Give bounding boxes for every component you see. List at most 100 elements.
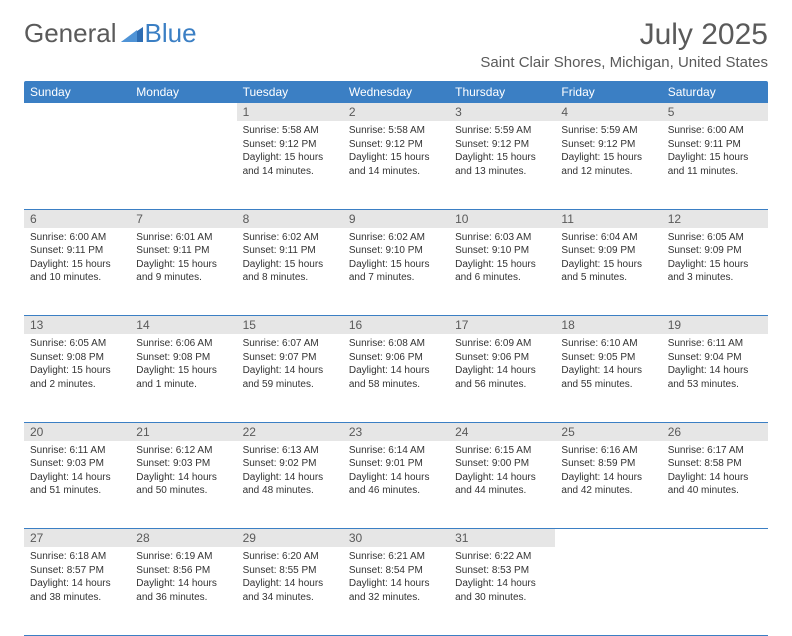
day-cell bbox=[24, 121, 130, 130]
week-body-row: Sunrise: 5:58 AMSunset: 9:12 PMDaylight:… bbox=[24, 121, 768, 209]
daylight-text: Daylight: 14 hours and 44 minutes. bbox=[455, 471, 549, 498]
calendar-head: SundayMondayTuesdayWednesdayThursdayFrid… bbox=[24, 81, 768, 103]
daylight-text: Daylight: 14 hours and 36 minutes. bbox=[136, 577, 230, 604]
day-cell: Sunrise: 6:12 AMSunset: 9:03 PMDaylight:… bbox=[130, 441, 236, 504]
sunrise-text: Sunrise: 6:08 AM bbox=[349, 337, 443, 351]
sunset-text: Sunset: 9:06 PM bbox=[349, 351, 443, 365]
day-header: Saturday bbox=[662, 81, 768, 103]
daylight-text: Daylight: 15 hours and 12 minutes. bbox=[561, 151, 655, 178]
day-cell: Sunrise: 6:14 AMSunset: 9:01 PMDaylight:… bbox=[343, 441, 449, 504]
day-number: 18 bbox=[555, 316, 661, 334]
day-cell: Sunrise: 6:22 AMSunset: 8:53 PMDaylight:… bbox=[449, 547, 555, 610]
day-cell: Sunrise: 5:58 AMSunset: 9:12 PMDaylight:… bbox=[237, 121, 343, 184]
logo-text-1: General bbox=[24, 18, 117, 49]
header: General Blue July 2025 Saint Clair Shore… bbox=[24, 18, 768, 77]
sunset-text: Sunset: 9:12 PM bbox=[561, 138, 655, 152]
sunset-text: Sunset: 9:02 PM bbox=[243, 457, 337, 471]
day-number: 16 bbox=[343, 316, 449, 334]
day-number: 2 bbox=[343, 103, 449, 121]
day-number: 6 bbox=[24, 210, 130, 228]
day-number: 4 bbox=[555, 103, 661, 121]
title-block: July 2025 Saint Clair Shores, Michigan, … bbox=[480, 18, 768, 77]
sunset-text: Sunset: 8:59 PM bbox=[561, 457, 655, 471]
sunset-text: Sunset: 9:06 PM bbox=[455, 351, 549, 365]
sunrise-text: Sunrise: 6:00 AM bbox=[30, 231, 124, 245]
sunset-text: Sunset: 9:09 PM bbox=[561, 244, 655, 258]
calendar-body: 12345Sunrise: 5:58 AMSunset: 9:12 PMDayl… bbox=[24, 103, 768, 635]
day-number: 28 bbox=[130, 529, 236, 547]
daylight-text: Daylight: 15 hours and 1 minute. bbox=[136, 364, 230, 391]
sunset-text: Sunset: 9:05 PM bbox=[561, 351, 655, 365]
day-cell: Sunrise: 6:07 AMSunset: 9:07 PMDaylight:… bbox=[237, 334, 343, 397]
day-number: 17 bbox=[449, 316, 555, 334]
day-number: 15 bbox=[237, 316, 343, 334]
day-number: 31 bbox=[449, 529, 555, 547]
daylight-text: Daylight: 14 hours and 40 minutes. bbox=[668, 471, 762, 498]
sunrise-text: Sunrise: 6:15 AM bbox=[455, 444, 549, 458]
day-number: 3 bbox=[449, 103, 555, 121]
day-number: 21 bbox=[130, 423, 236, 441]
sunset-text: Sunset: 9:12 PM bbox=[455, 138, 549, 152]
sunset-text: Sunset: 9:10 PM bbox=[349, 244, 443, 258]
sunrise-text: Sunrise: 5:58 AM bbox=[349, 124, 443, 138]
day-cell: Sunrise: 6:03 AMSunset: 9:10 PMDaylight:… bbox=[449, 228, 555, 291]
sunset-text: Sunset: 9:08 PM bbox=[30, 351, 124, 365]
daylight-text: Daylight: 15 hours and 14 minutes. bbox=[349, 151, 443, 178]
daylight-text: Daylight: 15 hours and 7 minutes. bbox=[349, 258, 443, 285]
day-cell: Sunrise: 6:21 AMSunset: 8:54 PMDaylight:… bbox=[343, 547, 449, 610]
day-header: Tuesday bbox=[237, 81, 343, 103]
day-cell: Sunrise: 6:13 AMSunset: 9:02 PMDaylight:… bbox=[237, 441, 343, 504]
sunrise-text: Sunrise: 6:01 AM bbox=[136, 231, 230, 245]
week-daynum-row: 20212223242526 bbox=[24, 422, 768, 441]
sunset-text: Sunset: 9:07 PM bbox=[243, 351, 337, 365]
sunrise-text: Sunrise: 5:59 AM bbox=[455, 124, 549, 138]
day-cell: Sunrise: 6:04 AMSunset: 9:09 PMDaylight:… bbox=[555, 228, 661, 291]
day-number: 24 bbox=[449, 423, 555, 441]
month-title: July 2025 bbox=[480, 18, 768, 52]
sunrise-text: Sunrise: 6:06 AM bbox=[136, 337, 230, 351]
day-number bbox=[662, 529, 768, 533]
daylight-text: Daylight: 14 hours and 53 minutes. bbox=[668, 364, 762, 391]
sunset-text: Sunset: 9:11 PM bbox=[136, 244, 230, 258]
daylight-text: Daylight: 14 hours and 56 minutes. bbox=[455, 364, 549, 391]
day-cell bbox=[555, 547, 661, 556]
sunrise-text: Sunrise: 6:11 AM bbox=[668, 337, 762, 351]
day-cell: Sunrise: 6:15 AMSunset: 9:00 PMDaylight:… bbox=[449, 441, 555, 504]
day-header: Friday bbox=[555, 81, 661, 103]
daylight-text: Daylight: 15 hours and 11 minutes. bbox=[668, 151, 762, 178]
sunrise-text: Sunrise: 6:11 AM bbox=[30, 444, 124, 458]
sunrise-text: Sunrise: 6:03 AM bbox=[455, 231, 549, 245]
sunset-text: Sunset: 9:01 PM bbox=[349, 457, 443, 471]
day-cell: Sunrise: 6:18 AMSunset: 8:57 PMDaylight:… bbox=[24, 547, 130, 610]
sunset-text: Sunset: 9:11 PM bbox=[30, 244, 124, 258]
sunset-text: Sunset: 9:09 PM bbox=[668, 244, 762, 258]
day-number: 1 bbox=[237, 103, 343, 121]
sunset-text: Sunset: 9:11 PM bbox=[243, 244, 337, 258]
sunrise-text: Sunrise: 6:18 AM bbox=[30, 550, 124, 564]
sunrise-text: Sunrise: 6:17 AM bbox=[668, 444, 762, 458]
day-cell: Sunrise: 6:05 AMSunset: 9:08 PMDaylight:… bbox=[24, 334, 130, 397]
sunset-text: Sunset: 8:57 PM bbox=[30, 564, 124, 578]
day-number: 29 bbox=[237, 529, 343, 547]
daylight-text: Daylight: 14 hours and 58 minutes. bbox=[349, 364, 443, 391]
day-cell: Sunrise: 6:19 AMSunset: 8:56 PMDaylight:… bbox=[130, 547, 236, 610]
day-number: 10 bbox=[449, 210, 555, 228]
sunset-text: Sunset: 9:08 PM bbox=[136, 351, 230, 365]
daylight-text: Daylight: 14 hours and 59 minutes. bbox=[243, 364, 337, 391]
sunset-text: Sunset: 8:55 PM bbox=[243, 564, 337, 578]
day-cell: Sunrise: 6:20 AMSunset: 8:55 PMDaylight:… bbox=[237, 547, 343, 610]
sunrise-text: Sunrise: 6:19 AM bbox=[136, 550, 230, 564]
week-daynum-row: 2728293031 bbox=[24, 529, 768, 548]
sunset-text: Sunset: 8:54 PM bbox=[349, 564, 443, 578]
sunset-text: Sunset: 9:12 PM bbox=[243, 138, 337, 152]
sunset-text: Sunset: 9:10 PM bbox=[455, 244, 549, 258]
daylight-text: Daylight: 15 hours and 5 minutes. bbox=[561, 258, 655, 285]
sunrise-text: Sunrise: 6:00 AM bbox=[668, 124, 762, 138]
week-body-row: Sunrise: 6:00 AMSunset: 9:11 PMDaylight:… bbox=[24, 228, 768, 316]
week-daynum-row: 6789101112 bbox=[24, 209, 768, 228]
day-cell bbox=[130, 121, 236, 130]
day-number: 14 bbox=[130, 316, 236, 334]
daylight-text: Daylight: 15 hours and 13 minutes. bbox=[455, 151, 549, 178]
sunrise-text: Sunrise: 6:02 AM bbox=[349, 231, 443, 245]
daylight-text: Daylight: 14 hours and 42 minutes. bbox=[561, 471, 655, 498]
